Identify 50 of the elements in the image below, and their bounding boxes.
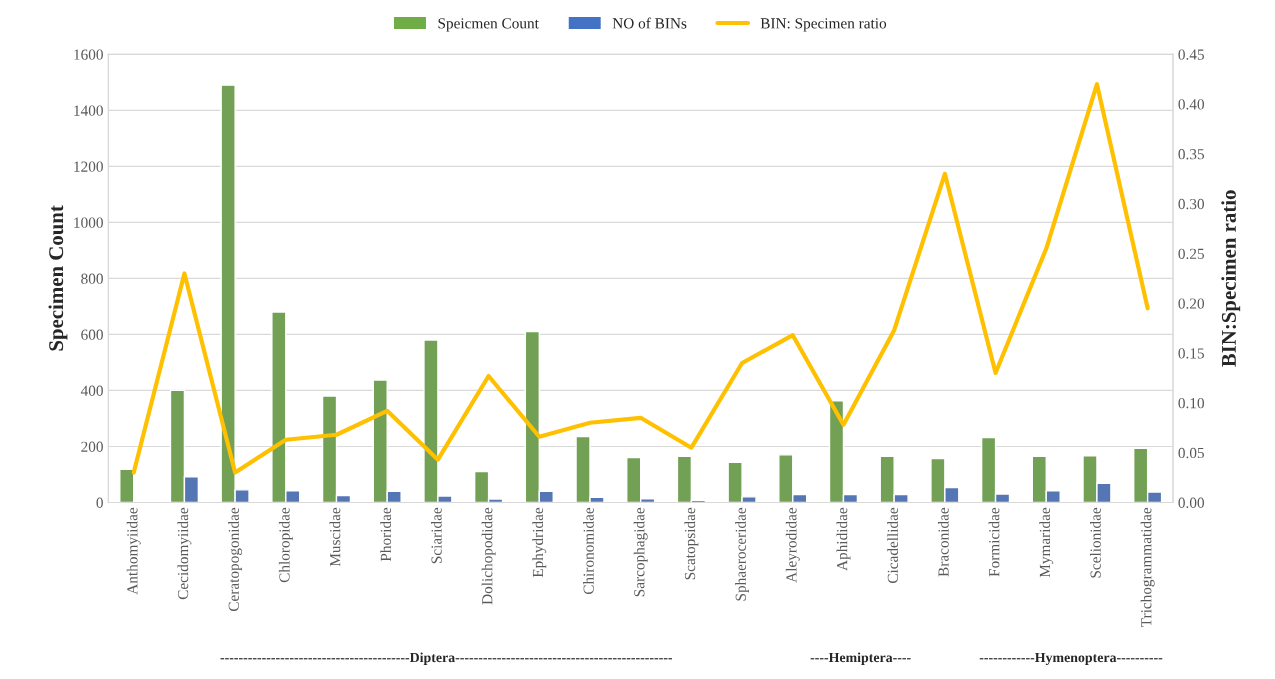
y2-tick-label: 0.15: [1178, 348, 1204, 359]
y-tick-label: 600: [81, 329, 103, 340]
x-tick-label: Scelionidae: [1090, 507, 1101, 578]
x-tick-label: Formicidae: [988, 507, 1000, 577]
x-tick-label: Chironomidae: [583, 507, 594, 595]
x-tick-label: Braconidae: [937, 507, 949, 577]
bar: [119, 468, 135, 503]
legend-label: Speicmen Count: [438, 18, 539, 32]
x-tick-label: Dolichopodidae: [481, 507, 496, 605]
y-tick-label: 800: [81, 273, 103, 284]
y2-tick-label: 0.20: [1178, 298, 1205, 309]
x-tick-label: Chloropidae: [278, 507, 293, 583]
y2-tick-label: 0.00: [1178, 497, 1205, 508]
y-tick-label: 200: [81, 441, 103, 452]
x-tick-label: Ephydridae: [532, 507, 547, 578]
y-axis-title: Specimen Count: [48, 205, 68, 351]
y2-tick-label: 0.10: [1178, 398, 1205, 409]
text: ----Hemiptera----: [810, 652, 911, 665]
text: -----------------------------------------Diptera-----------------------------------------------: [220, 652, 673, 665]
x-tick-label: Ceratopogonidae: [228, 507, 243, 612]
y2-tick-label: 0.05: [1178, 447, 1204, 459]
x-tick-label: Aleyrodidae: [785, 507, 800, 583]
y2-tick-label: 0.25: [1178, 248, 1204, 260]
x-tick-label: Cicadellidae: [887, 507, 898, 584]
x-tick-label: Trichogrammatidae: [1140, 507, 1155, 627]
y2-tick-label: 0.35: [1178, 149, 1204, 160]
x-tick-label: Sciaridae: [430, 507, 442, 564]
y-tick-label: 1000: [74, 217, 103, 228]
x-tick-label: Mymaridae: [1039, 507, 1054, 578]
y-tick-label: 1400: [74, 105, 103, 116]
y2-tick-label: 0.40: [1178, 99, 1205, 110]
legend-label: BIN: Specimen ratio: [760, 18, 887, 32]
line-series: [131, 82, 1150, 475]
text: ------------Hymenoptera----------: [979, 652, 1163, 666]
x-tick-label: Muscidae: [329, 507, 341, 567]
y2-tick-label: 0.30: [1178, 198, 1205, 210]
y2-tick-label: 0.45: [1178, 49, 1204, 60]
x-tick-label: Sarcophagidae: [633, 507, 648, 597]
x-tick-label: Sphaeroceridae: [735, 507, 750, 601]
y-tick-label: 0: [96, 497, 103, 508]
y-tick-label: 1600: [74, 49, 103, 60]
y2-axis-title: BIN:Specimen ratio: [1221, 190, 1241, 367]
x-tick-label: Aphididae: [836, 507, 851, 571]
x-tick-label: Anthomyiidae: [126, 507, 141, 595]
y-tick-label: 400: [80, 385, 103, 396]
x-tick-label: Cecidomyiidae: [177, 507, 192, 600]
x-tick-label: Phoridae: [380, 507, 392, 562]
legend-label: NO of BINs: [612, 17, 687, 29]
y-tick-label: 1200: [74, 161, 103, 172]
x-tick-label: Scatopsidae: [684, 507, 699, 580]
